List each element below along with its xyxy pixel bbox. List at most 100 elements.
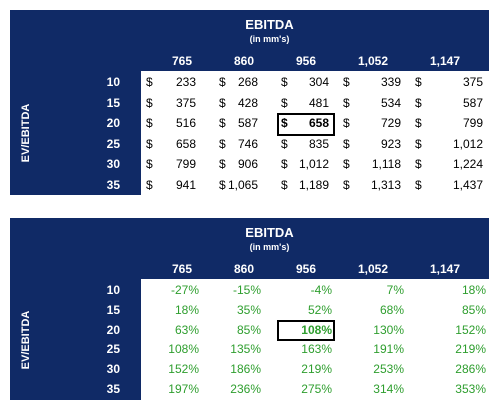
row-header: 30 — [106, 157, 120, 171]
table-cell: $587 — [410, 96, 489, 112]
cell-value: 375 — [175, 95, 196, 110]
currency-symbol: $ — [219, 177, 226, 192]
table-cell: 108% — [301, 322, 332, 337]
table-cell: -27% — [170, 283, 199, 297]
table-cell: $587 — [214, 116, 264, 132]
currency-symbol: $ — [415, 157, 422, 171]
cell-value: 233 — [175, 75, 196, 89]
row-header: 20 — [106, 116, 120, 130]
table-cell: $304 — [276, 75, 335, 91]
column-header: 956 — [295, 54, 316, 68]
cell-value: 587 — [237, 116, 258, 130]
currency-symbol: $ — [281, 116, 288, 130]
row-header: 25 — [106, 136, 120, 151]
table-cell: 135% — [230, 342, 261, 357]
row-header: 15 — [106, 302, 120, 317]
currency-symbol: $ — [219, 157, 226, 171]
table-cell: $799 — [410, 116, 489, 132]
highlight-box — [277, 319, 335, 342]
table-header: EBITDA (in mm's) 765 860 956 1,052 1,147 — [10, 218, 489, 279]
currency-symbol: $ — [146, 95, 153, 110]
table-cell: $941 — [141, 178, 202, 194]
cell-value: 268 — [237, 75, 258, 89]
currency-symbol: $ — [281, 136, 288, 151]
row-header-panel: EV/EBITDA 10 15 20 25 30 35 — [10, 279, 141, 400]
table-cell: 85% — [236, 322, 261, 337]
table-cell: 108% — [168, 342, 199, 357]
table-cell: $1,012 — [410, 137, 489, 153]
table-cell: $835 — [276, 137, 335, 153]
table-cell: 186% — [230, 362, 261, 377]
column-header: 1,147 — [429, 262, 460, 276]
currency-symbol: $ — [415, 177, 422, 192]
table-cell: 152% — [168, 362, 199, 377]
table-cell: $1,118 — [338, 157, 407, 173]
currency-symbol: $ — [343, 136, 350, 151]
table-cell: $799 — [141, 157, 202, 173]
cell-value: 1,065 — [227, 177, 258, 192]
table-cell: 7% — [386, 283, 404, 297]
table-cell: 18% — [461, 283, 486, 297]
currency-symbol: $ — [219, 75, 226, 89]
cell-value: 1,118 — [371, 157, 401, 171]
cell-value: 941 — [175, 177, 196, 192]
table-cell: 314% — [373, 382, 404, 396]
table-cell: $729 — [338, 116, 407, 132]
column-header: 860 — [233, 54, 254, 68]
table-cell: $1,189 — [276, 178, 335, 194]
cell-value: 1,012 — [298, 157, 329, 171]
cell-value: 906 — [237, 157, 258, 171]
currency-symbol: $ — [281, 177, 288, 192]
table-cell: $1,012 — [276, 157, 335, 173]
table-cell: -15% — [232, 283, 261, 297]
cell-value: 799 — [175, 157, 196, 171]
cell-value: 375 — [462, 75, 483, 89]
cell-value: 516 — [175, 116, 196, 130]
cell-value: 835 — [308, 136, 329, 151]
cell-value: 534 — [380, 95, 401, 110]
table-cell: $1,065 — [214, 178, 264, 194]
currency-symbol: $ — [281, 157, 288, 171]
currency-symbol: $ — [415, 116, 422, 130]
cell-value: 587 — [462, 95, 483, 110]
currency-symbol: $ — [146, 157, 153, 171]
row-header: 35 — [106, 177, 120, 192]
table-cell: 236% — [230, 382, 261, 396]
table-cell: 275% — [301, 382, 332, 396]
return-table: EBITDA (in mm's) 765 860 956 1,052 1,147 EV/… — [10, 218, 489, 400]
table-cell: $268 — [214, 75, 264, 91]
table-header: EBITDA (in mm's) 765 860 956 1,052 1,147 — [10, 10, 489, 71]
table-cell: $428 — [214, 96, 264, 112]
cell-value: 339 — [380, 75, 401, 89]
table-cell: 52% — [307, 302, 332, 317]
cell-value: 1,224 — [452, 157, 483, 171]
table-cell: $746 — [214, 137, 264, 153]
cell-value: 1,012 — [452, 136, 483, 151]
table-cell: 197% — [168, 382, 199, 396]
currency-symbol: $ — [343, 177, 350, 192]
table-cell: 219% — [455, 342, 486, 357]
currency-symbol: $ — [343, 75, 350, 89]
table-cell: $658 — [276, 116, 335, 132]
currency-symbol: $ — [219, 116, 226, 130]
table-cell: 63% — [174, 322, 199, 337]
currency-symbol: $ — [146, 177, 153, 192]
cell-value: 428 — [237, 95, 258, 110]
currency-symbol: $ — [415, 75, 422, 89]
table-subtitle: (in mm's) — [249, 34, 290, 44]
currency-symbol: $ — [219, 136, 226, 151]
cell-value: 658 — [175, 136, 196, 151]
table-cell: 68% — [379, 302, 404, 317]
currency-symbol: $ — [146, 116, 153, 130]
row-header: 20 — [106, 322, 120, 337]
table-cell: 219% — [301, 362, 332, 377]
table-cell: $1,224 — [410, 157, 489, 173]
row-header: 30 — [106, 362, 120, 377]
table-cell: 353% — [455, 382, 486, 396]
table-cell: 253% — [373, 362, 404, 377]
table-cell: 152% — [455, 322, 486, 337]
column-header: 765 — [171, 54, 192, 68]
cell-value: 1,437 — [452, 177, 483, 192]
table-cell: $375 — [410, 75, 489, 91]
cell-value: 658 — [308, 116, 329, 130]
